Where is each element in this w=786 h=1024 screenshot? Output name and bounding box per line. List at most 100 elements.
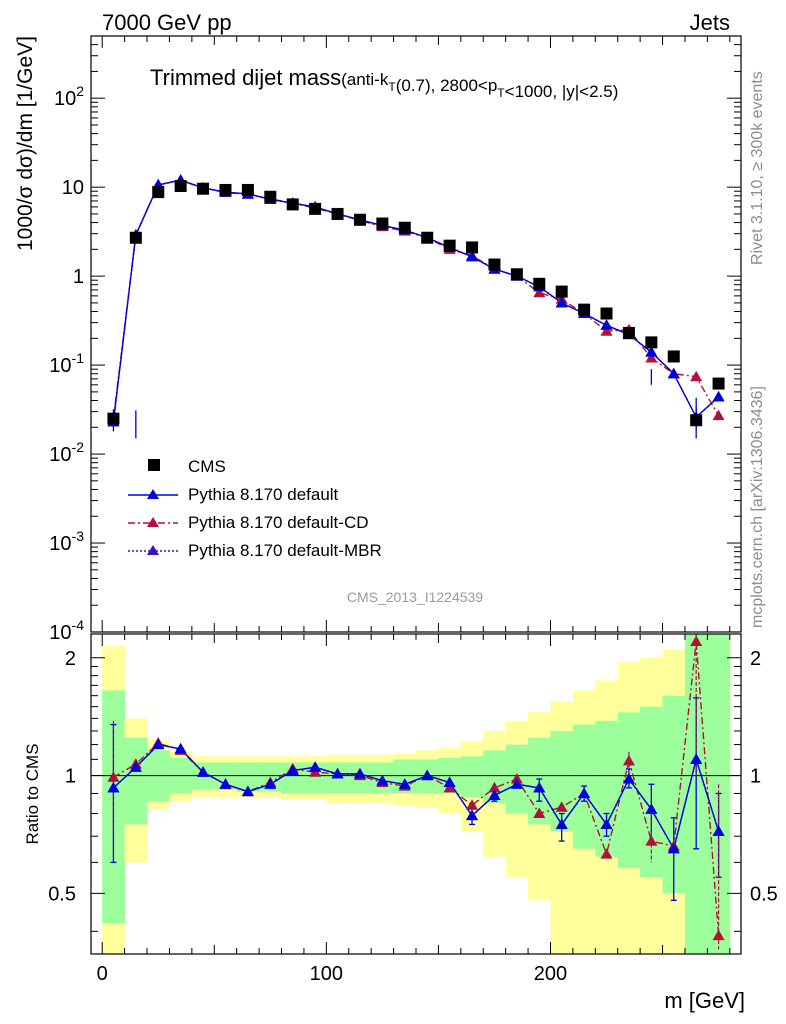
band-inner <box>460 756 484 798</box>
header-right-label: Jets <box>690 10 730 35</box>
band-inner <box>236 762 260 792</box>
cms-data-point <box>510 268 523 281</box>
header-left-label: 7000 GeV pp <box>102 10 232 35</box>
title-sub-subscript: T <box>497 86 505 100</box>
band-inner <box>595 720 619 857</box>
legend-label-cms: CMS <box>188 457 226 476</box>
band-inner <box>303 762 327 794</box>
y-tick-label: 1 <box>73 266 84 288</box>
ratio-triangle-marker <box>197 766 210 777</box>
y-tick-exponent: -3 <box>72 528 85 544</box>
ratio-triangle-marker <box>466 809 479 821</box>
triangle-marker <box>600 319 613 330</box>
x-tick-label: 0 <box>97 963 108 985</box>
y-tick-base: 10 <box>49 444 71 466</box>
ratio-triangle-marker <box>555 818 568 829</box>
ratio-uncertainty-bands <box>102 634 731 954</box>
cms-data-point <box>555 285 568 298</box>
cms-data-point <box>264 190 277 203</box>
ratio-y-tick-label-left: 1 <box>65 766 76 788</box>
bottom-ylabel: Ratio to CMS <box>23 743 42 844</box>
cms-data-point <box>286 198 299 211</box>
series-line <box>112 179 720 419</box>
ratio-y-tick-label-right: 1 <box>750 766 761 788</box>
ratio-triangle-marker <box>712 929 725 941</box>
title-sub-part: (anti-k <box>341 70 389 89</box>
ratio-triangle-marker <box>443 781 456 793</box>
legend-entry-cms: CMS <box>148 457 226 476</box>
y-tick-base: 10 <box>49 533 71 555</box>
legend-marker-mbr <box>147 545 159 555</box>
cms-data-point <box>712 377 725 390</box>
cms-data-point <box>309 202 322 215</box>
cms-data-point <box>197 182 210 195</box>
ratio-triangle-marker <box>533 781 546 793</box>
cms-data-point <box>398 221 411 234</box>
legend: CMS Pythia 8.170 default Pythia 8.170 de… <box>128 457 382 560</box>
y-tick-base: 10 <box>49 622 71 644</box>
legend-marker-cd <box>147 517 159 527</box>
ratio-triangle-marker <box>376 774 389 786</box>
triangle-marker <box>533 286 546 298</box>
series-line <box>112 179 720 422</box>
ratio-triangle-marker <box>174 742 187 754</box>
band-inner <box>662 695 686 894</box>
y-tick-label: 10-4 <box>49 617 84 644</box>
ratio-triangle-marker <box>264 778 277 789</box>
y-tick-label: 10-2 <box>49 439 84 466</box>
mcplots-label: mcplots.cern.ch [arXiv:1306.3436] <box>749 386 766 628</box>
ratio-triangle-marker <box>533 807 546 818</box>
ratio-triangle-marker <box>421 769 434 781</box>
ratio-triangle-marker <box>667 842 680 854</box>
ratio-triangle-marker <box>578 787 591 798</box>
ratio-triangle-marker <box>488 789 501 800</box>
rivet-label: Rivet 3.1.10, ≥ 300k events <box>749 71 766 265</box>
ratio-triangle-marker <box>600 848 613 859</box>
band-inner <box>617 712 641 869</box>
ratio-triangle-marker <box>510 772 523 784</box>
cms-data-point <box>667 350 680 363</box>
band-inner <box>124 737 148 825</box>
ratio-triangle-marker <box>286 764 299 776</box>
cms-data-point <box>331 207 344 220</box>
title-sub-subscript: T <box>388 80 396 94</box>
x-tick-label: 200 <box>534 963 567 985</box>
cms-data-point <box>421 231 434 244</box>
ratio-y-tick-label-right: 0.5 <box>750 883 778 905</box>
cms-data-point <box>353 213 366 226</box>
cms-data-point <box>152 186 165 199</box>
ratio-panel-data <box>91 634 741 950</box>
cms-data-point <box>466 241 479 254</box>
cms-data-point <box>600 307 613 320</box>
triangle-marker <box>712 390 725 402</box>
y-tick-base: 10 <box>54 88 76 110</box>
ratio-triangle-marker <box>107 771 120 782</box>
x-axis-label: m [GeV] <box>664 988 745 1013</box>
y-tick-label: 10-1 <box>49 350 84 377</box>
cms-data-point <box>376 217 389 230</box>
legend-entry-mbr: Pythia 8.170 default-MBR <box>128 541 382 560</box>
ratio-triangle-marker <box>645 803 658 814</box>
cms-data-point <box>645 336 658 349</box>
y-tick-label: 102 <box>54 83 84 110</box>
ratio-triangle-marker <box>107 781 120 793</box>
ratio-triangle-marker <box>331 767 344 779</box>
legend-entry-default: Pythia 8.170 default <box>128 485 339 504</box>
y-tick-label: 10 <box>62 177 84 199</box>
y-tick-exponent: -2 <box>72 439 85 455</box>
ratio-triangle-marker <box>600 818 613 829</box>
y-tick-base: 10 <box>49 355 71 377</box>
triangle-marker <box>712 409 725 421</box>
cms-data-point <box>219 183 232 196</box>
analysis-watermark: CMS_2013_I1224539 <box>347 589 483 605</box>
ratio-triangle-marker <box>712 825 725 836</box>
cms-data-point <box>622 326 635 339</box>
triangle-marker <box>555 296 568 308</box>
ratio-triangle-marker <box>241 785 254 797</box>
triangle-marker <box>645 352 658 363</box>
band-inner <box>214 762 238 790</box>
band-inner <box>550 730 574 832</box>
triangle-marker <box>667 367 680 379</box>
triangle-marker <box>645 346 658 357</box>
